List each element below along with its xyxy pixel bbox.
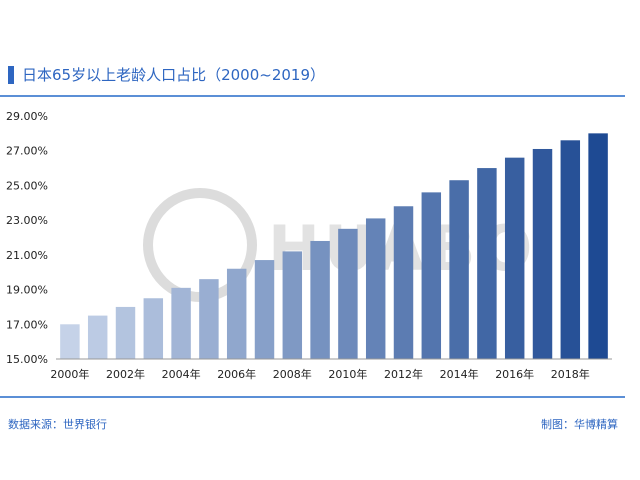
bar-2002 xyxy=(115,306,136,359)
bar-2018 xyxy=(560,140,581,359)
bottom-divider xyxy=(0,396,625,398)
x-axis: 2000年 2002年 2004年 2006年 2008年 2010年 2012年 2014年… xyxy=(50,358,612,381)
bar-2003 xyxy=(143,298,164,359)
bar-2019 xyxy=(588,133,608,359)
y-tick-label: 19.00% xyxy=(6,284,48,297)
x-tick-label: 2000年 xyxy=(50,367,89,381)
bar-chart: HUABO 15.00%17.00%19.00%21.00%23.00%25.0… xyxy=(6,110,612,381)
bar-2008 xyxy=(282,251,303,359)
bar-2011 xyxy=(365,218,386,359)
bar-2007 xyxy=(254,260,275,359)
x-tick-label: 2002年 xyxy=(106,367,145,381)
y-tick-label: 29.00% xyxy=(6,110,48,123)
bar-2001 xyxy=(87,315,108,359)
y-tick-label: 27.00% xyxy=(6,145,48,158)
bar-2010 xyxy=(338,228,358,359)
x-tick-label: 2010年 xyxy=(328,367,367,381)
y-tick-label: 23.00% xyxy=(6,214,48,227)
x-tick-label: 2014年 xyxy=(440,367,479,381)
x-tick-label: 2018年 xyxy=(551,367,590,381)
y-tick-label: 17.00% xyxy=(6,318,48,331)
bar-2006 xyxy=(226,268,247,359)
bar-2016 xyxy=(504,157,525,359)
x-tick-label: 2016年 xyxy=(495,367,534,381)
chart-title: 日本65岁以上老龄人口占比（2000~2019） xyxy=(22,66,326,84)
y-tick-label: 25.00% xyxy=(6,179,48,192)
x-tick-label: 2012年 xyxy=(384,367,423,381)
y-tick-label: 15.00% xyxy=(6,353,48,366)
bar-2013 xyxy=(421,192,442,359)
bar-2009 xyxy=(310,240,330,359)
bar-2005 xyxy=(199,279,219,359)
bars xyxy=(60,133,608,359)
chart-maker: 制图：华博精算 xyxy=(541,418,618,431)
x-tick-label: 2004年 xyxy=(162,367,201,381)
x-tick-label: 2008年 xyxy=(273,367,312,381)
top-divider xyxy=(0,95,625,97)
bar-2015 xyxy=(477,168,497,359)
y-tick-label: 21.00% xyxy=(6,249,48,262)
bar-2014 xyxy=(449,180,469,359)
title-accent-bar xyxy=(8,66,14,84)
y-axis: 15.00% 17.00% 19.00% 21.00% 23.00% 25.00% 27.0… xyxy=(6,110,48,366)
bar-2012 xyxy=(393,206,414,359)
x-tick-label: 2006年 xyxy=(217,367,256,381)
data-source: 数据来源：世界银行 xyxy=(8,418,107,431)
bar-2004 xyxy=(171,287,191,359)
bar-2000 xyxy=(60,324,80,359)
bar-2017 xyxy=(532,148,553,359)
